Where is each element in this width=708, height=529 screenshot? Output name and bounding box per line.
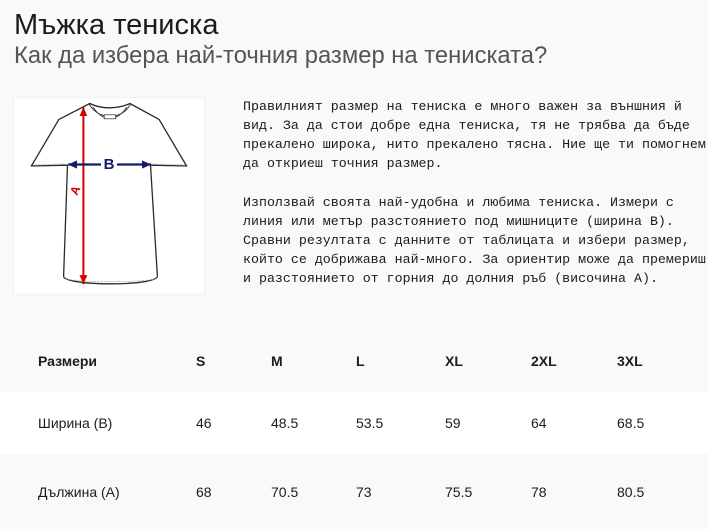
svg-text:B: B bbox=[104, 156, 115, 173]
